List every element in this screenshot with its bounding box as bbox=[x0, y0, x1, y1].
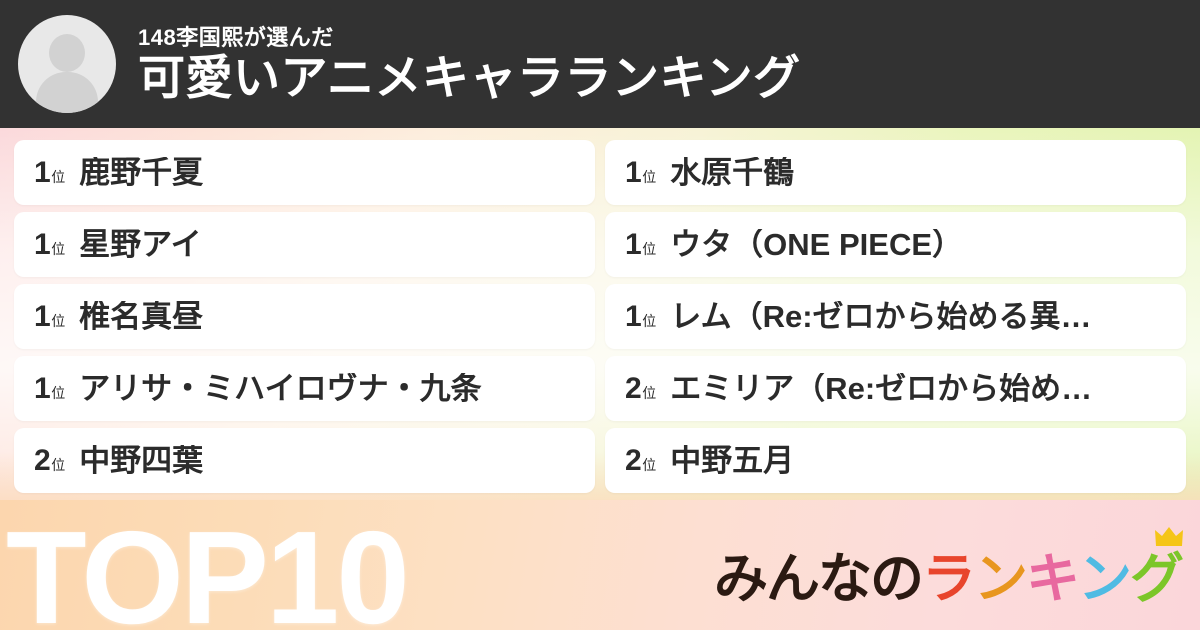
rank-number: 2 bbox=[625, 443, 642, 477]
rank-badge: 1 位 bbox=[625, 227, 657, 261]
rank-number: 1 bbox=[34, 155, 51, 189]
rank-unit: 位 bbox=[51, 240, 66, 257]
rank-item-name: レム（Re:ゼロから始める異… bbox=[670, 301, 1092, 332]
rank-item-name: 中野五月 bbox=[670, 445, 795, 476]
brand-logo[interactable]: みんなの ラ ン キ ン グ bbox=[714, 527, 1184, 609]
rank-number: 1 bbox=[625, 227, 642, 261]
avatar-body-shape bbox=[36, 72, 98, 113]
rank-item-name: 椎名真昼 bbox=[79, 301, 204, 332]
logo-char-n2: ン bbox=[1078, 549, 1132, 609]
rank-badge: 2 位 bbox=[625, 371, 657, 405]
user-avatar-icon bbox=[18, 15, 116, 113]
rank-unit: 位 bbox=[642, 456, 657, 473]
rank-badge: 2 位 bbox=[625, 443, 657, 477]
rank-number: 2 bbox=[625, 371, 642, 405]
rank-number: 1 bbox=[625, 155, 642, 189]
top10-label: TOP10 bbox=[6, 504, 410, 630]
rank-badge: 1 位 bbox=[625, 155, 657, 189]
list-item[interactable]: 2 位 エミリア（Re:ゼロから始め… bbox=[605, 356, 1186, 421]
list-item[interactable]: 1 位 鹿野千夏 bbox=[14, 140, 595, 205]
rank-unit: 位 bbox=[642, 384, 657, 401]
rank-number: 1 bbox=[625, 299, 642, 333]
rank-badge: 1 位 bbox=[34, 371, 66, 405]
rank-number: 1 bbox=[34, 227, 51, 261]
rank-item-name: 水原千鶴 bbox=[670, 157, 795, 188]
list-item[interactable]: 1 位 ウタ（ONE PIECE） bbox=[605, 212, 1186, 277]
logo-char-ki: キ bbox=[1026, 549, 1080, 609]
rank-item-name: アリサ・ミハイロヴナ・九条 bbox=[79, 373, 482, 404]
rank-badge: 1 位 bbox=[625, 299, 657, 333]
ranking-column-left: 1 位 鹿野千夏 1 位 星野アイ 1 位 椎名真昼 bbox=[14, 140, 595, 493]
header-bar: 148李国熙が選んだ 可愛いアニメキャラランキング bbox=[0, 0, 1200, 128]
ranking-column-right: 1 位 水原千鶴 1 位 ウタ（ONE PIECE） 1 位 レム（Re:ゼロか… bbox=[605, 140, 1186, 493]
ranking-list: 1 位 鹿野千夏 1 位 星野アイ 1 位 椎名真昼 bbox=[0, 140, 1200, 493]
header-text-group: 148李国熙が選んだ 可愛いアニメキャラランキング bbox=[138, 25, 801, 104]
list-item[interactable]: 2 位 中野五月 bbox=[605, 428, 1186, 493]
list-item[interactable]: 1 位 水原千鶴 bbox=[605, 140, 1186, 205]
list-item[interactable]: 1 位 レム（Re:ゼロから始める異… bbox=[605, 284, 1186, 349]
page-title: 可愛いアニメキャラランキング bbox=[138, 50, 801, 104]
rank-unit: 位 bbox=[51, 384, 66, 401]
rank-unit: 位 bbox=[51, 456, 66, 473]
logo-char-n1: ン bbox=[974, 549, 1028, 609]
avatar-head-shape bbox=[49, 34, 85, 72]
crown-icon bbox=[1155, 527, 1183, 546]
background-bottom-gradient bbox=[0, 500, 1200, 630]
rank-badge: 1 位 bbox=[34, 299, 66, 333]
list-item[interactable]: 1 位 椎名真昼 bbox=[14, 284, 595, 349]
rank-number: 2 bbox=[34, 443, 51, 477]
rank-unit: 位 bbox=[51, 312, 66, 329]
rank-badge: 2 位 bbox=[34, 443, 66, 477]
logo-char-ra: ラ bbox=[922, 549, 976, 609]
logo-char-gu: グ bbox=[1130, 527, 1184, 606]
rank-unit: 位 bbox=[642, 312, 657, 329]
rank-item-name: 星野アイ bbox=[79, 229, 202, 260]
rank-badge: 1 位 bbox=[34, 227, 66, 261]
logo-text-minnano: みんなの bbox=[714, 549, 924, 609]
rank-item-name: 鹿野千夏 bbox=[79, 157, 204, 188]
rank-unit: 位 bbox=[642, 240, 657, 257]
list-item[interactable]: 2 位 中野四葉 bbox=[14, 428, 595, 493]
rank-item-name: 中野四葉 bbox=[79, 445, 204, 476]
rank-unit: 位 bbox=[51, 168, 66, 185]
list-item[interactable]: 1 位 星野アイ bbox=[14, 212, 595, 277]
list-item[interactable]: 1 位 アリサ・ミハイロヴナ・九条 bbox=[14, 356, 595, 421]
rank-number: 1 bbox=[34, 371, 51, 405]
rank-item-name: エミリア（Re:ゼロから始め… bbox=[670, 373, 1093, 404]
rank-number: 1 bbox=[34, 299, 51, 333]
rank-item-name: ウタ（ONE PIECE） bbox=[670, 229, 964, 260]
header-subtitle: 148李国熙が選んだ bbox=[138, 24, 334, 50]
rank-unit: 位 bbox=[642, 168, 657, 185]
rank-badge: 1 位 bbox=[34, 155, 66, 189]
